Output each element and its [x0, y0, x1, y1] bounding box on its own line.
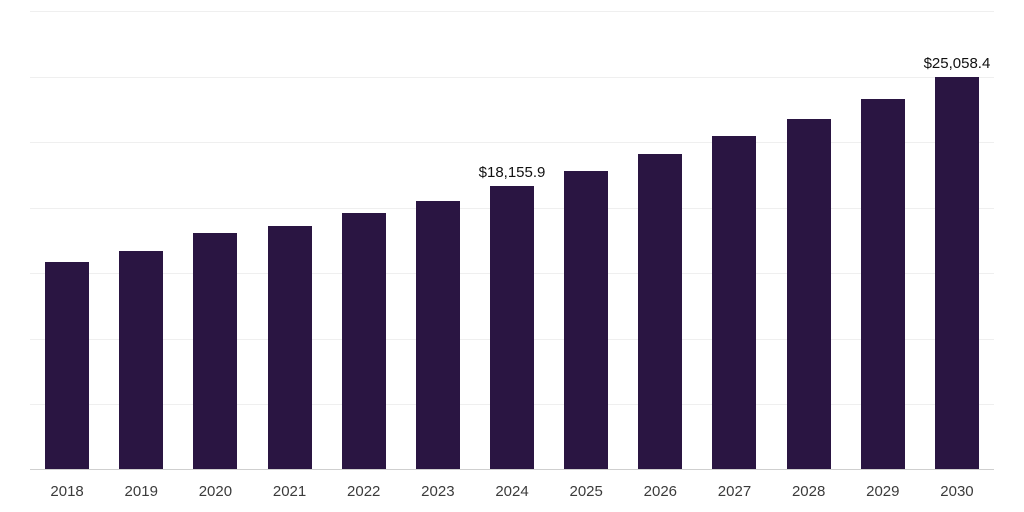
- bar-2023: [415, 200, 460, 470]
- bar-slot: [697, 11, 771, 470]
- bar-slot: [549, 11, 623, 470]
- x-axis-label: 2019: [124, 483, 158, 500]
- x-axis-label: 2028: [791, 483, 826, 500]
- bar-slot: [772, 11, 846, 470]
- bar-2018: [45, 261, 90, 470]
- bar-slot: [401, 11, 475, 470]
- x-axis-line: [30, 469, 994, 470]
- bar-slot: [327, 11, 401, 470]
- bar-2020: [193, 233, 238, 470]
- bar-value-label: $18,155.9: [478, 163, 546, 181]
- bar-slot: [846, 11, 920, 470]
- x-axis-label: 2022: [347, 483, 381, 500]
- gridline: [30, 11, 994, 12]
- bar-slot: $25,058.4: [920, 11, 994, 470]
- bar-slot: $18,155.9: [475, 11, 549, 470]
- bar-2029: [860, 98, 905, 470]
- x-axis-label: 2027: [717, 483, 752, 500]
- gridline: [30, 77, 994, 78]
- x-axis-label: 2021: [272, 483, 307, 500]
- bar-2022: [341, 213, 386, 470]
- x-axis-label: 2026: [643, 483, 678, 500]
- bar-2024: [490, 185, 535, 470]
- bar-slot: [104, 11, 178, 470]
- gridline: [30, 142, 994, 143]
- bar-2027: [712, 136, 757, 470]
- x-axis-label: 2023: [421, 483, 455, 500]
- bar-slot: [30, 11, 104, 470]
- bar-2021: [267, 225, 312, 470]
- bar-2019: [119, 250, 164, 470]
- bar-value-label: $25,058.4: [923, 55, 991, 73]
- x-axis-label: 2025: [569, 483, 603, 500]
- bar-2025: [564, 170, 609, 470]
- bars-container: $18,155.9 $25,058.4: [30, 11, 994, 470]
- bar-slot: [252, 11, 326, 470]
- bar-2030: [934, 77, 979, 470]
- x-axis-label: 2030: [940, 483, 974, 500]
- x-axis-label: 2018: [50, 483, 84, 500]
- x-axis-labels: 2018 2019 2020 2021 2022 2023 2024 2025 2026 2027…: [30, 470, 994, 500]
- bar-slot: [623, 11, 697, 470]
- x-axis-label: 2024: [495, 483, 529, 500]
- plot-area: $18,155.9 $25,058.4: [30, 11, 994, 470]
- bar-2028: [786, 119, 831, 470]
- bar-slot: [178, 11, 252, 470]
- bar-2026: [638, 154, 683, 470]
- x-axis-label: 2020: [198, 483, 233, 500]
- x-axis-label: 2029: [866, 483, 900, 500]
